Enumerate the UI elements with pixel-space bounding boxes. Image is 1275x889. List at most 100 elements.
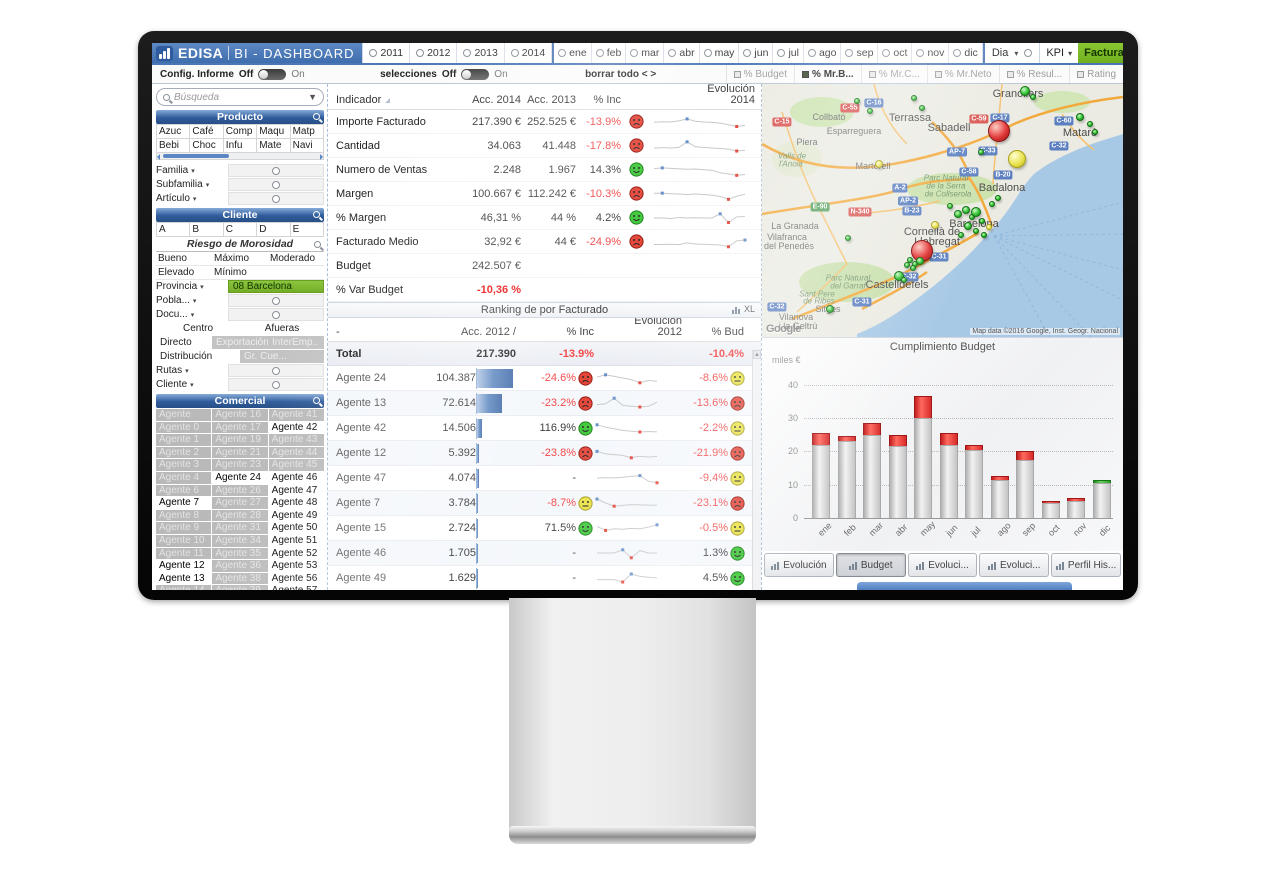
rutas-dropdown[interactable]: Rutas ▾ [156, 364, 228, 377]
scroll-up-icon[interactable]: ▲ [753, 350, 761, 359]
config-informe-toggle[interactable] [258, 68, 287, 80]
agent-item[interactable]: Agente 34 [212, 534, 268, 547]
kpi-value[interactable]: Facturado [1078, 43, 1123, 63]
map-marker-yellow[interactable] [931, 221, 939, 229]
forward-arrow-button[interactable]: > [650, 68, 657, 80]
chart-bar-ago[interactable] [990, 476, 1009, 518]
agent-item[interactable]: Agente 14 [156, 585, 212, 590]
measure-checkbox[interactable]: % Mr.Neto [926, 65, 999, 83]
col-acc-2012[interactable]: Acc. 2012 / [460, 326, 516, 338]
producto-item[interactable]: Azuc [157, 125, 191, 139]
chart-bar-oct[interactable] [1041, 500, 1060, 518]
month-radio-jun[interactable]: jun [739, 43, 774, 63]
agent-item[interactable]: Agente 1 [156, 434, 212, 446]
familia-zone[interactable] [228, 164, 324, 177]
grade-item[interactable]: B [190, 223, 224, 237]
year-radio-2012[interactable]: 2012 [410, 43, 458, 63]
year-radio-2013[interactable]: 2013 [457, 43, 505, 63]
distribucion-item[interactable]: Gr. Cue... [240, 350, 324, 363]
agent-item[interactable]: Agente 38 [212, 572, 268, 585]
map-marker-green[interactable] [981, 232, 987, 238]
map-marker-green[interactable] [971, 207, 981, 217]
agent-item[interactable]: Agente 35 [212, 547, 268, 560]
col-inc[interactable]: % Inc [593, 94, 621, 106]
agent-item[interactable]: Agente 19 [212, 434, 268, 446]
agent-item[interactable]: Agente 24 [212, 471, 268, 484]
chart-tab-evoluci[interactable]: Evoluci... [979, 553, 1050, 577]
rutas-zone[interactable] [228, 364, 324, 377]
col-acc-2013[interactable]: Acc. 2013 [527, 94, 576, 106]
agent-item[interactable]: Agente 51 [268, 534, 324, 547]
cliente-dropdown[interactable]: Cliente ▾ [156, 378, 228, 391]
map-marker-green[interactable] [1020, 86, 1030, 96]
producto-item[interactable]: Infu [223, 139, 258, 153]
canal-item[interactable]: InterEmp.. [268, 336, 324, 349]
ranking-row[interactable]: Agente 49 1.629 - 4.5% [328, 566, 761, 590]
map-marker-green[interactable] [904, 262, 910, 268]
producto-item[interactable]: Maqu [257, 125, 291, 139]
month-radio-jul[interactable]: jul [773, 43, 804, 63]
agent-item[interactable]: Agente 7 [156, 497, 212, 509]
agent-item[interactable]: Agente 23 [212, 459, 268, 471]
back-arrow-button[interactable]: < [641, 68, 648, 80]
map-marker-green[interactable] [916, 257, 924, 265]
agent-item[interactable]: Agente 11 [156, 547, 212, 560]
comercial-section-header[interactable]: Comercial [156, 394, 324, 408]
excel-export-button[interactable]: XL [743, 304, 755, 314]
measure-checkbox[interactable]: % Mr.B... [794, 65, 861, 83]
chart-tab-evoluci[interactable]: Evoluci... [907, 553, 978, 577]
agent-item[interactable]: Agente 39 [212, 585, 268, 590]
grade-item[interactable]: C [223, 223, 258, 237]
agent-item[interactable]: Agente 2 [156, 446, 212, 459]
day-selector[interactable]: Dia ▾ [985, 43, 1041, 63]
distribucion-item[interactable]: Distribución [156, 350, 240, 363]
borrar-todo-button[interactable]: borrar todo [585, 68, 639, 80]
agent-item[interactable]: Agente 48 [268, 497, 324, 509]
producto-item[interactable]: Matp [290, 125, 324, 139]
agent-item[interactable]: Agente 6 [156, 484, 212, 497]
search-input[interactable]: Búsqueda ▼ [156, 88, 324, 106]
ranking-row[interactable]: Agente 46 1.705 - 1.3% [328, 541, 761, 566]
riesgo-item[interactable]: Moderado [268, 252, 324, 266]
search-icon[interactable] [313, 113, 320, 120]
grade-item[interactable]: A [157, 223, 191, 237]
chart-bar-abr[interactable] [888, 434, 907, 518]
riesgo-item[interactable]: Mínimo [212, 266, 268, 280]
month-radio-sep[interactable]: sep [841, 43, 879, 63]
chart-tab-budget[interactable]: Budget [835, 553, 906, 577]
ranking-row[interactable]: Agente 15 2.724 71.5% -0.5% [328, 516, 761, 541]
chart-tab-perfilhis[interactable]: Perfil His... [1051, 553, 1121, 577]
canal-item[interactable]: Directo [156, 336, 212, 349]
search-icon[interactable] [313, 397, 320, 404]
agent-item[interactable]: Agente 26 [212, 484, 268, 497]
map-marker-green[interactable] [919, 105, 925, 111]
provincia-selected-value[interactable]: 08 Barcelona [228, 280, 324, 293]
bottom-scrollbar[interactable] [857, 582, 1072, 590]
chart-bar-jun[interactable] [939, 433, 958, 518]
chart-bar-dic[interactable] [1092, 479, 1111, 518]
poblacion-dropdown[interactable]: Pobla... ▾ [156, 294, 228, 307]
agent-item[interactable]: Agente 46 [268, 471, 324, 484]
agent-item[interactable]: Agente 31 [212, 522, 268, 534]
col-inc[interactable]: % Inc [566, 326, 594, 338]
agent-item[interactable]: Agente 41 [268, 409, 324, 421]
selecciones-toggle[interactable] [461, 68, 490, 80]
riesgo-item[interactable]: Máximo [212, 252, 268, 266]
year-radio-2011[interactable]: 2011 [363, 43, 411, 63]
agent-item[interactable]: Agente [156, 409, 212, 421]
map-marker-green[interactable] [907, 257, 913, 263]
ranking-scrollbar[interactable]: ▲ [752, 350, 761, 590]
chart-bar-sep[interactable] [1016, 451, 1034, 518]
search-icon[interactable] [313, 211, 320, 218]
agent-item[interactable]: Agente 28 [212, 509, 268, 522]
agent-item[interactable]: Agente 13 [156, 572, 212, 585]
agent-item[interactable]: Agente 57 [268, 585, 324, 590]
map-marker-yellow[interactable] [875, 160, 883, 168]
agent-item[interactable]: Agente 4 [156, 471, 212, 484]
month-radio-oct[interactable]: oct [878, 43, 913, 63]
map-marker-yellow[interactable] [986, 224, 992, 230]
grade-item[interactable]: E [290, 223, 324, 237]
chart-bar-feb[interactable] [837, 436, 856, 518]
map-marker-green[interactable] [894, 271, 904, 281]
month-radio-mar[interactable]: mar [626, 43, 665, 63]
